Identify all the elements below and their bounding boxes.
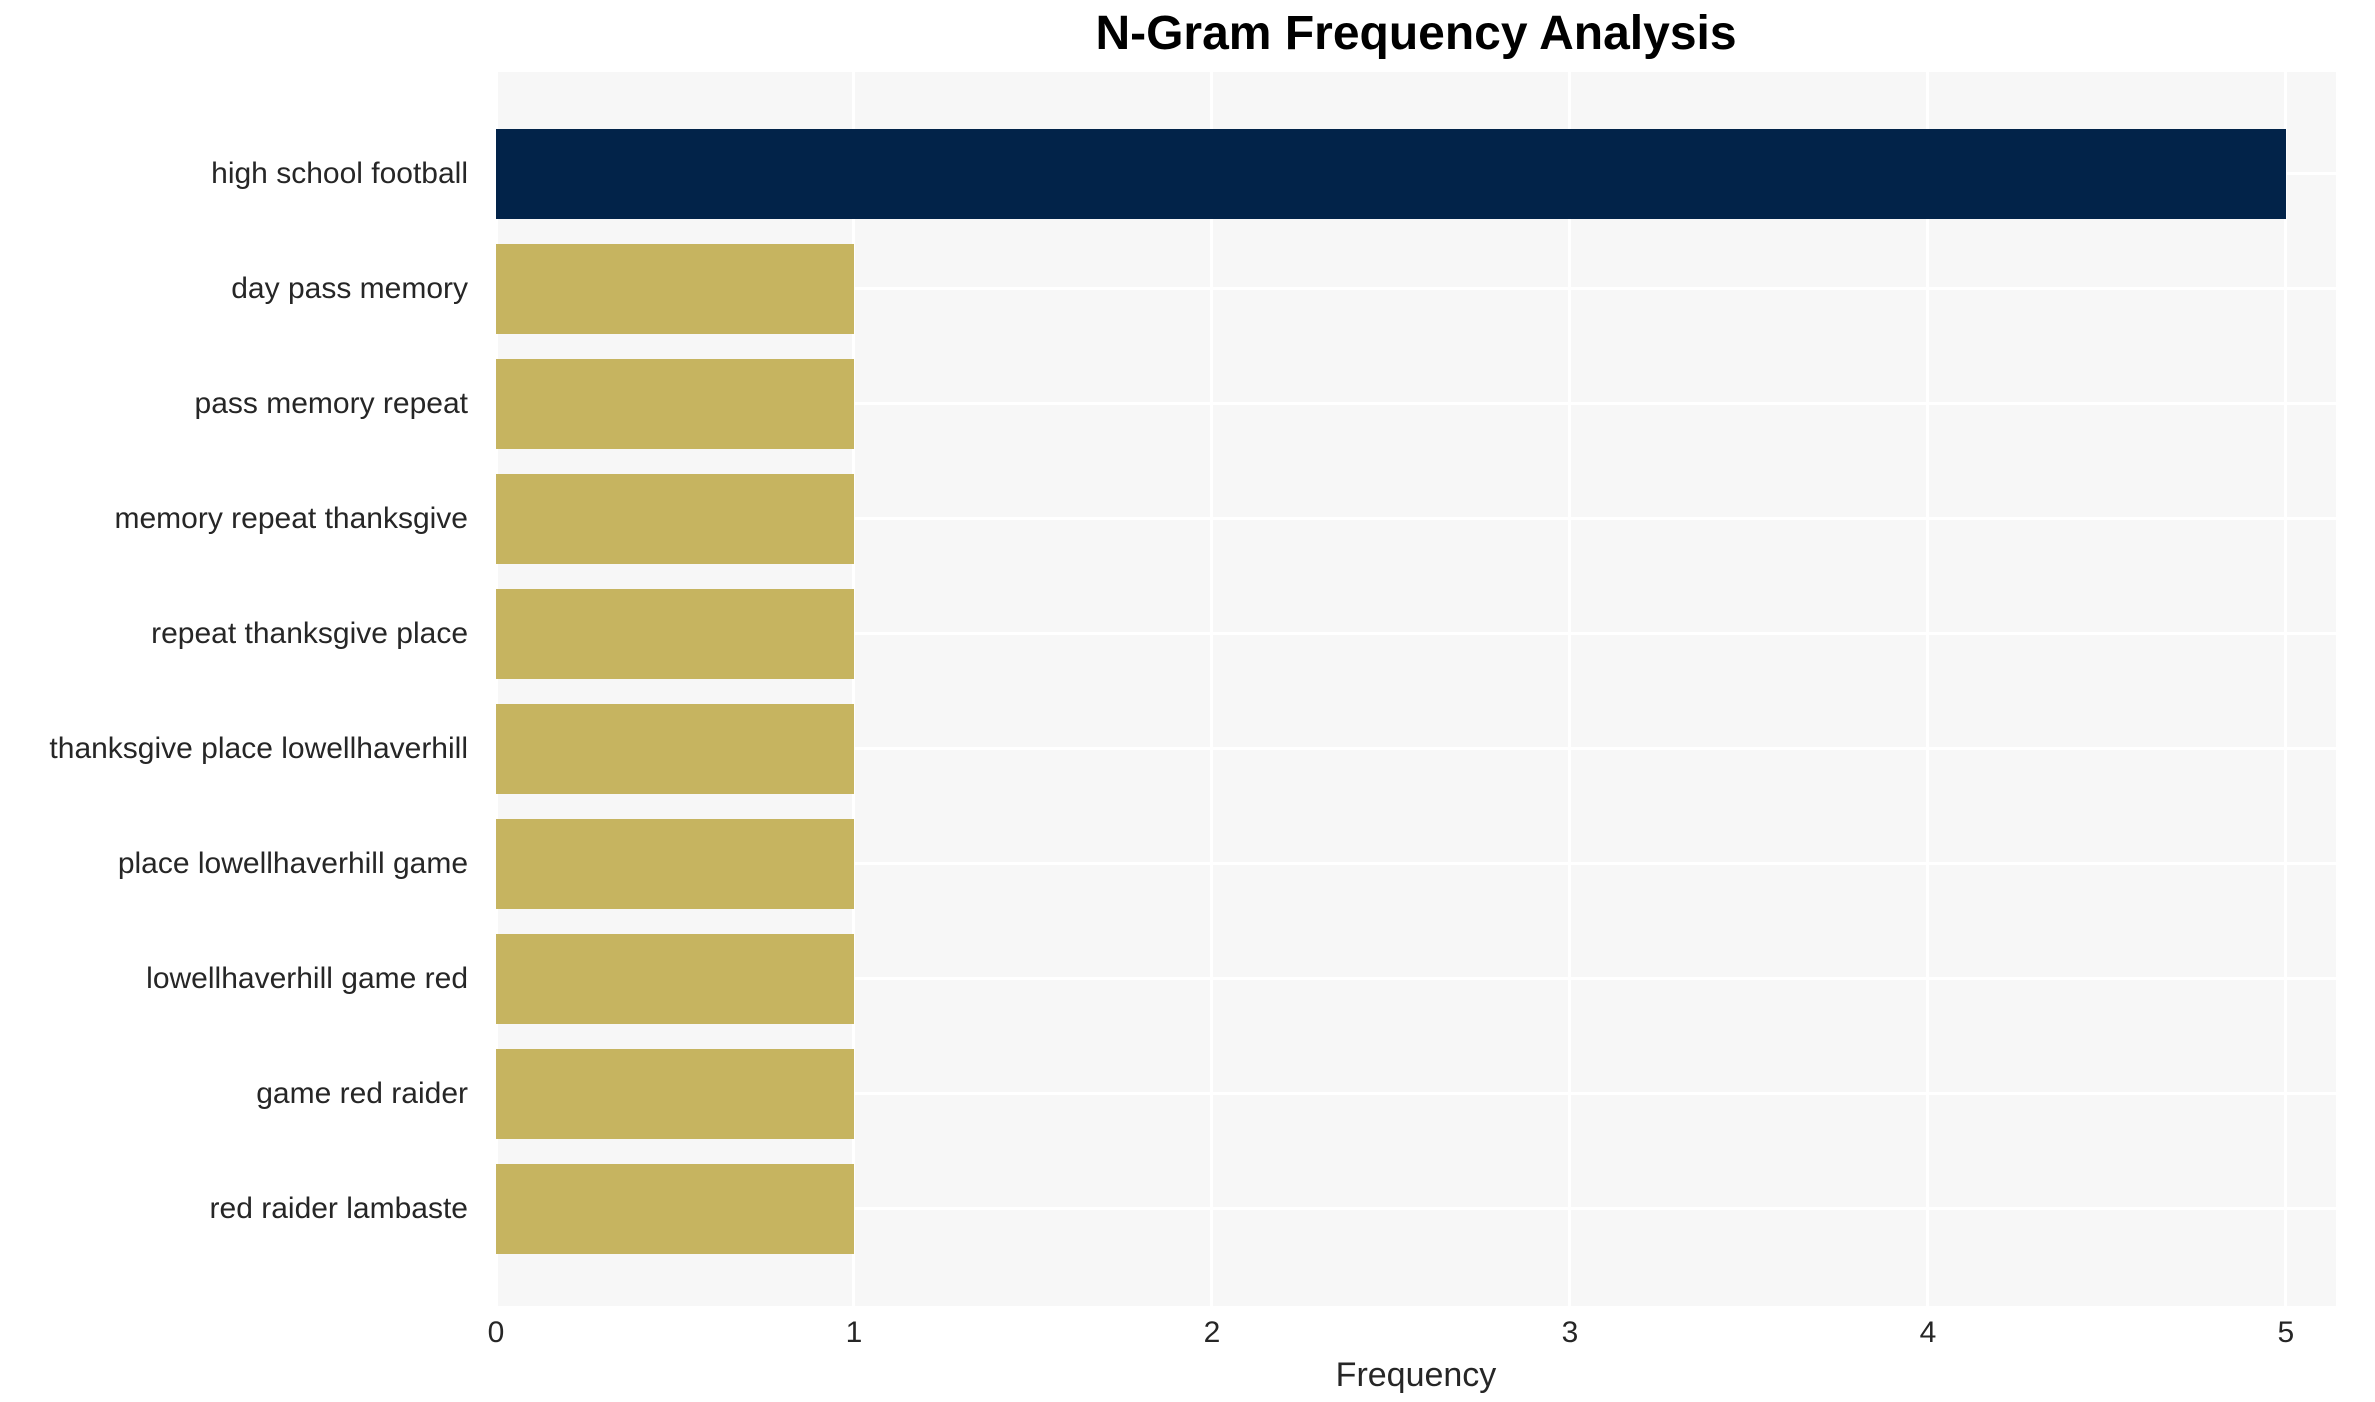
y-tick-label: pass memory repeat — [194, 387, 468, 420]
y-tick-label: red raider lambaste — [209, 1192, 468, 1225]
bar-place-lowellhaverhill-game — [496, 818, 854, 909]
x-tick-label: 3 — [1561, 1316, 1579, 1349]
bar-thanksgive-place-lowellhaverhill — [496, 703, 854, 794]
y-gridline — [496, 977, 2336, 980]
y-tick-label: thanksgive place lowellhaverhill — [49, 732, 468, 765]
x-tick-label: 1 — [845, 1316, 863, 1349]
x-tick-label: 5 — [2277, 1316, 2295, 1349]
bar-day-pass-memory — [496, 243, 854, 334]
y-gridline — [496, 862, 2336, 865]
x-gridline — [1926, 72, 1930, 1306]
x-axis-ticks: 0 1 2 3 4 5 — [0, 1316, 2375, 1356]
bar-lowellhaverhill-game-red — [496, 933, 854, 1024]
x-gridline — [852, 72, 856, 1306]
x-axis-title: Frequency — [1335, 1356, 1497, 1394]
y-tick-label: lowellhaverhill game red — [146, 962, 468, 995]
x-gridline — [2284, 72, 2288, 1306]
y-gridline — [496, 1092, 2336, 1095]
y-tick-label: repeat thanksgive place — [151, 617, 468, 650]
bar-repeat-thanksgive-place — [496, 588, 854, 679]
chart-title: N-Gram Frequency Analysis — [1095, 7, 1737, 60]
y-gridline — [496, 287, 2336, 290]
y-tick-label: game red raider — [256, 1077, 468, 1110]
y-axis-labels: high school football day pass memory pass … — [0, 116, 482, 1266]
y-tick-label: memory repeat thanksgive — [114, 502, 469, 535]
y-gridline — [496, 517, 2336, 520]
bar-game-red-raider — [496, 1048, 854, 1139]
y-tick-label: place lowellhaverhill game — [117, 847, 468, 880]
x-gridline — [1568, 72, 1572, 1306]
y-gridline — [496, 747, 2336, 750]
x-gridline — [494, 72, 498, 1306]
bar-red-raider-lambaste — [496, 1163, 854, 1254]
y-gridline — [496, 1207, 2336, 1210]
bar-pass-memory-repeat — [496, 358, 854, 449]
y-tick-label: high school football — [211, 157, 468, 190]
bar-memory-repeat-thanksgive — [496, 473, 854, 564]
bar-high-school-football — [496, 128, 2286, 219]
x-tick-label: 2 — [1203, 1316, 1221, 1349]
x-tick-label: 4 — [1919, 1316, 1937, 1349]
y-gridline — [496, 402, 2336, 405]
x-gridline — [1210, 72, 1214, 1306]
x-tick-label: 0 — [487, 1316, 505, 1349]
y-tick-label: day pass memory — [231, 272, 468, 305]
y-gridline — [496, 632, 2336, 635]
plot-area — [494, 72, 2336, 1306]
